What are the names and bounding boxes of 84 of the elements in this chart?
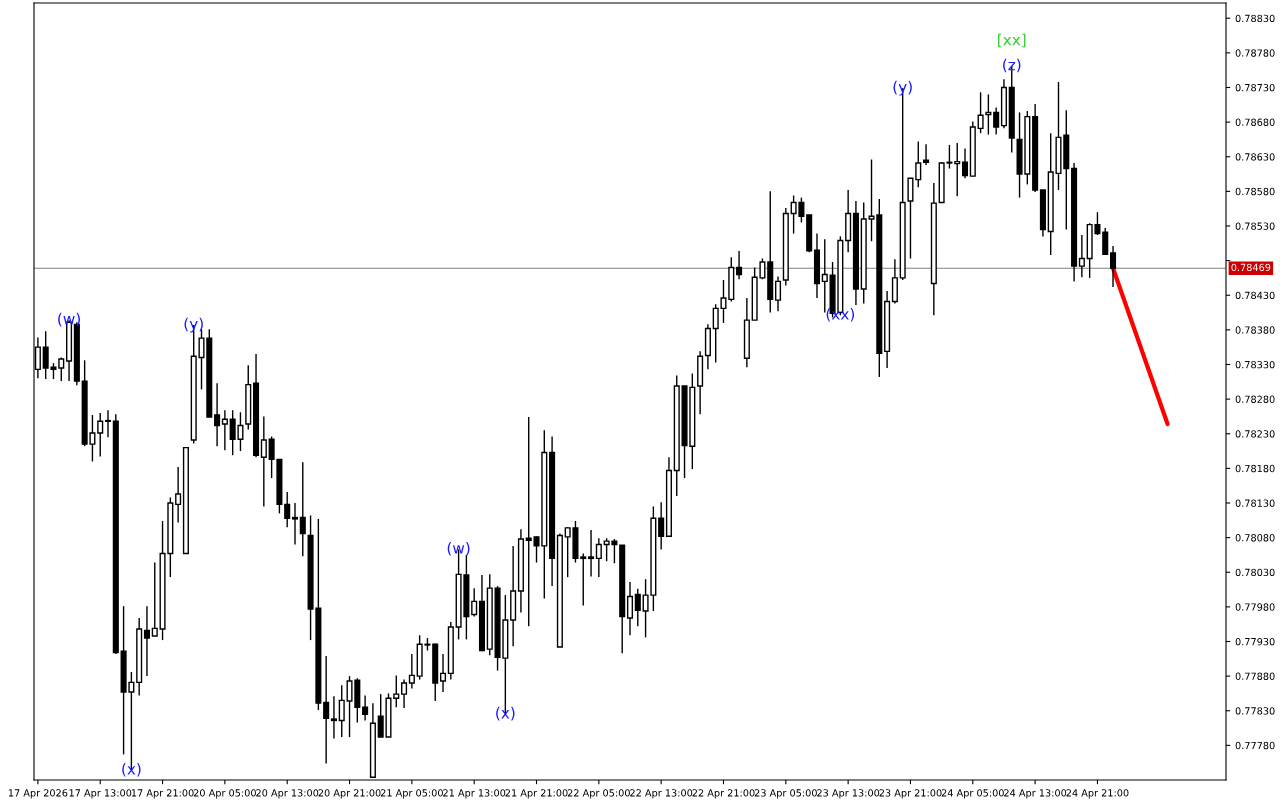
x-tick-label: 20 Apr 13:00 <box>256 789 319 799</box>
x-tick-label: 22 Apr 21:00 <box>692 789 755 799</box>
y-tick-label: 0.77980 <box>1235 603 1275 611</box>
candlestick <box>143 605 150 677</box>
candlestick <box>626 581 634 636</box>
y-tick-label: 0.78180 <box>1235 464 1275 473</box>
annotation: (x) <box>496 706 515 721</box>
y-tick-label: 0.78330 <box>1235 360 1275 369</box>
x-tick-label: 21 Apr 05:00 <box>380 789 443 799</box>
x-tick-label: 23 Apr 21:00 <box>879 789 942 799</box>
annotation: (x) <box>122 762 141 777</box>
candlestick <box>291 502 299 546</box>
candlestick <box>260 415 267 508</box>
x-tick-label: 21 Apr 13:00 <box>443 789 506 799</box>
x-tick-label: 24 Apr 13:00 <box>1004 789 1067 799</box>
candlestick <box>408 653 415 690</box>
x-tick-label: 22 Apr 05:00 <box>567 789 630 799</box>
x-tick-label: 17 Apr 13:00 <box>69 789 132 799</box>
x-tick-label: 21 Apr 21:00 <box>505 789 568 799</box>
candlestick <box>634 588 641 627</box>
x-tick-label: 23 Apr 13:00 <box>817 789 880 799</box>
candlestick <box>595 537 602 578</box>
y-tick-label: 0.78830 <box>1235 14 1275 23</box>
candlestick <box>151 561 158 637</box>
candlestick <box>401 678 408 709</box>
x-tick-label: 17 Apr 21:00 <box>131 789 194 799</box>
candlestick <box>1078 234 1085 278</box>
annotation: (y) <box>184 317 203 333</box>
annotation: (z) <box>1003 58 1021 73</box>
candlestick <box>214 382 221 447</box>
candlestick <box>774 275 782 312</box>
y-tick-label: 0.78730 <box>1235 83 1275 92</box>
candlestick <box>97 412 104 458</box>
y-tick-label: 0.78230 <box>1235 430 1275 438</box>
candlestick <box>362 694 369 722</box>
y-tick-label: 0.78680 <box>1235 118 1275 126</box>
candlestick <box>588 529 595 578</box>
y-tick-label: 0.78280 <box>1235 395 1275 403</box>
annotation: (xx) <box>826 307 855 322</box>
candlestick <box>993 106 1000 136</box>
y-tick-label: 0.78080 <box>1235 534 1275 542</box>
x-tick-label: 24 Apr 21:00 <box>1066 789 1129 799</box>
candlestick <box>580 552 587 607</box>
candlestick <box>736 250 743 281</box>
y-tick-label: 0.78430 <box>1235 291 1275 300</box>
candlestick <box>175 466 182 524</box>
x-tick-label: 22 Apr 13:00 <box>630 789 693 799</box>
annotation: [xx] <box>998 33 1026 48</box>
y-tick-label: 0.78630 <box>1235 153 1275 161</box>
candlestick <box>221 409 228 452</box>
candlestick <box>323 655 330 765</box>
candlestick <box>439 653 447 693</box>
candlestick <box>891 258 898 305</box>
candlestick <box>471 587 478 618</box>
x-tick-label: 23 Apr 05:00 <box>754 789 817 799</box>
candlestick <box>961 147 969 179</box>
y-tick-label: 0.78380 <box>1235 326 1275 334</box>
annotation: (w) <box>447 542 470 556</box>
annotation: (y) <box>893 80 912 96</box>
y-tick-label: 0.78580 <box>1235 187 1275 196</box>
y-tick-label: 0.77880 <box>1235 672 1275 680</box>
y-tick-label: 0.78530 <box>1235 222 1275 230</box>
x-tick-label: 20 Apr 21:00 <box>318 789 381 799</box>
candlestick <box>954 142 961 197</box>
candlestick <box>1110 245 1117 288</box>
y-tick-label: 0.77830 <box>1235 707 1275 715</box>
candlestick <box>923 143 930 166</box>
y-tick-label: 0.78130 <box>1235 499 1275 507</box>
candlestick <box>104 409 112 438</box>
candlestick <box>658 501 665 551</box>
y-tick-label: 0.77930 <box>1235 637 1275 646</box>
y-tick-label: 0.78030 <box>1235 568 1275 577</box>
candlestick <box>1102 227 1109 256</box>
y-tick-label: 0.78780 <box>1235 49 1275 57</box>
candlestick <box>330 695 337 740</box>
x-tick-label: 24 Apr 05:00 <box>941 789 1004 799</box>
candlestick <box>284 491 291 528</box>
candlestick <box>821 238 828 314</box>
x-tick-label: 20 Apr 05:00 <box>193 789 256 799</box>
x-tick-label: 17 Apr 2026 <box>8 789 68 799</box>
y-tick-label: 0.77780 <box>1235 741 1275 750</box>
candlestick <box>299 461 306 558</box>
ref-line-label: 0.78469 <box>1231 263 1271 272</box>
annotation: (w) <box>58 312 80 327</box>
